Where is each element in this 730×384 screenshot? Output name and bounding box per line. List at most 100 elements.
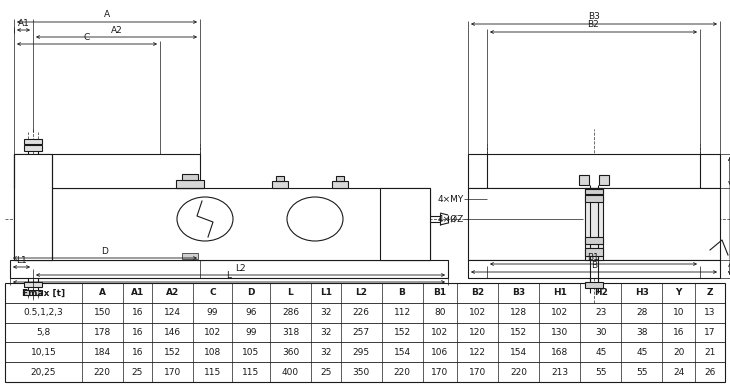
Bar [585,188,603,260]
Text: D: D [101,247,109,256]
Text: 213: 213 [551,367,569,377]
Text: 350: 350 [353,367,369,377]
Text: 26: 26 [704,367,716,377]
Bar [585,248,603,256]
Text: 17: 17 [704,328,716,337]
Text: H1: H1 [553,288,566,297]
Bar [468,154,720,188]
Text: 170: 170 [164,367,182,377]
Text: A: A [99,288,106,297]
Text: 115: 115 [242,367,259,377]
Bar [332,181,348,188]
Text: B: B [591,261,597,270]
Bar [182,174,198,180]
Text: 286: 286 [282,308,299,317]
Text: L: L [288,288,293,297]
Bar [585,282,603,288]
Text: 16: 16 [673,328,685,337]
Text: A1: A1 [18,19,29,28]
Ellipse shape [177,197,233,241]
Text: 184: 184 [93,348,111,357]
Text: 130: 130 [551,328,569,337]
Text: 102: 102 [204,328,221,337]
Text: 105: 105 [242,348,259,357]
Text: B3: B3 [588,12,600,21]
Text: 106: 106 [431,348,449,357]
Text: 102: 102 [551,308,569,317]
Text: 5,8: 5,8 [36,328,50,337]
Text: C: C [210,288,216,297]
Text: 152: 152 [510,328,527,337]
Bar [468,188,720,260]
Text: 10: 10 [673,308,685,317]
Text: 220: 220 [510,367,527,377]
Text: L2: L2 [355,288,367,297]
Text: 226: 226 [353,308,369,317]
Text: 360: 360 [282,348,299,357]
Text: 21: 21 [704,348,716,357]
Bar [182,253,198,259]
Text: 25: 25 [132,367,143,377]
Text: C: C [84,33,90,42]
Text: B1: B1 [588,253,599,262]
Text: 152: 152 [164,348,181,357]
Bar [24,139,42,144]
Text: 115: 115 [204,367,221,377]
Text: B2: B2 [472,288,485,297]
Text: 102: 102 [469,308,486,317]
Text: 152: 152 [393,328,410,337]
Text: 38: 38 [636,328,648,337]
Bar [585,195,603,202]
Bar [585,237,603,244]
Text: 55: 55 [636,367,648,377]
Text: 220: 220 [93,367,111,377]
Text: A: A [104,10,110,19]
Text: 4×ØZ: 4×ØZ [438,215,464,223]
Text: 10,15: 10,15 [31,348,56,357]
Text: 178: 178 [93,328,111,337]
Ellipse shape [287,197,343,241]
Text: B: B [399,288,405,297]
Text: 16: 16 [131,348,143,357]
Text: 154: 154 [510,348,527,357]
Text: 16: 16 [131,308,143,317]
Text: 32: 32 [320,348,331,357]
Text: 154: 154 [393,348,410,357]
Text: 32: 32 [320,328,331,337]
Bar [14,154,200,188]
Text: 220: 220 [393,367,410,377]
Text: 30: 30 [595,328,607,337]
Text: 96: 96 [245,308,256,317]
Text: 168: 168 [551,348,569,357]
Text: 124: 124 [164,308,181,317]
Text: 24: 24 [673,367,685,377]
Text: 128: 128 [510,308,527,317]
Text: 28: 28 [636,308,648,317]
Text: 146: 146 [164,328,181,337]
Text: B1: B1 [434,288,447,297]
Text: 102: 102 [431,328,448,337]
Text: A2: A2 [166,288,180,297]
Text: 25: 25 [320,367,331,377]
Text: 99: 99 [207,308,218,317]
Text: Emax [t]: Emax [t] [22,288,65,297]
Text: L1: L1 [16,256,27,265]
Text: 80: 80 [434,308,446,317]
Text: 108: 108 [204,348,221,357]
Bar [585,189,603,194]
Text: 318: 318 [282,328,299,337]
Text: 0.5,1,2,3: 0.5,1,2,3 [23,308,64,317]
Text: Z: Z [707,288,713,297]
Text: A2: A2 [111,26,123,35]
Text: 257: 257 [353,328,369,337]
Text: 13: 13 [704,308,716,317]
Bar [176,180,204,188]
Text: 400: 400 [282,367,299,377]
Bar [272,181,288,188]
Bar [10,260,448,278]
Text: H2: H2 [593,288,607,297]
Text: B3: B3 [512,288,526,297]
Text: 23: 23 [595,308,607,317]
Text: 170: 170 [431,367,449,377]
Bar [380,188,430,260]
